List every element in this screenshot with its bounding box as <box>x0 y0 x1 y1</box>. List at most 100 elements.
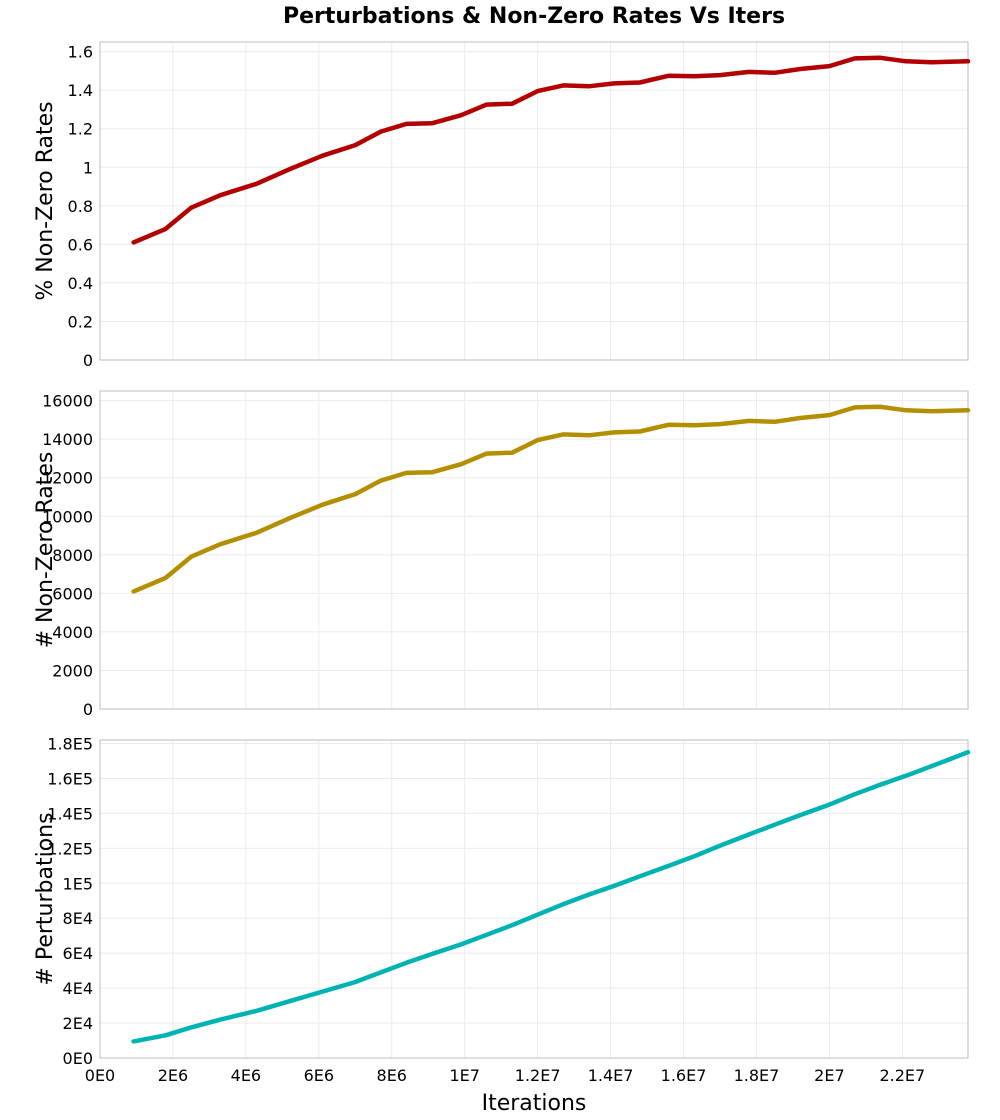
data-point-perturbations <box>638 874 642 878</box>
data-point-pct-nonzero <box>904 59 908 63</box>
data-point-pct-nonzero <box>255 181 259 185</box>
y-tick-label: 1.4E5 <box>47 804 93 823</box>
x-tick-label: 1.2E7 <box>515 1066 561 1085</box>
panel-pct-nonzero: 0 0.2 0.4 0.6 0.8 1 1.2 1.4 1.6 % Non-Zero Rates <box>33 41 971 370</box>
data-point-count-nonzero <box>638 429 642 433</box>
data-point-perturbations <box>163 1033 167 1037</box>
y-axis-label-pct-nonzero: % Non-Zero Rates <box>33 101 58 300</box>
data-point-perturbations <box>131 1039 135 1043</box>
y-tick-label: 1.8E5 <box>47 734 93 753</box>
series-line-pct-nonzero <box>131 55 971 245</box>
data-point-count-nonzero <box>904 408 908 412</box>
y-tick-label: 1.2E5 <box>47 839 93 858</box>
data-point-count-nonzero <box>692 423 696 427</box>
chart-title: Perturbations & Non-Zero Rates Vs Iters <box>283 4 785 29</box>
data-point-pct-nonzero <box>692 74 696 78</box>
x-tick-label: 4E6 <box>231 1066 261 1085</box>
data-point-count-nonzero <box>853 405 857 409</box>
data-point-perturbations <box>692 854 696 858</box>
data-point-perturbations <box>612 884 616 888</box>
y-tick-label: 6000 <box>52 584 93 603</box>
data-point-perturbations <box>320 989 324 993</box>
y-tick-label: 1E5 <box>63 874 93 893</box>
y-tick-label: 2000 <box>52 661 93 680</box>
data-point-count-nonzero <box>255 530 259 534</box>
y-tick-label: 1 <box>83 158 93 177</box>
y-tick-label: 0 <box>83 351 93 370</box>
data-point-perturbations <box>379 970 383 974</box>
data-point-pct-nonzero <box>638 80 642 84</box>
data-point-count-nonzero <box>773 420 777 424</box>
x-tick-label: 2E6 <box>158 1066 188 1085</box>
data-point-count-nonzero <box>287 516 291 520</box>
data-point-pct-nonzero <box>798 67 802 71</box>
data-point-count-nonzero <box>718 422 722 426</box>
data-point-perturbations <box>510 923 514 927</box>
y-tick-label: 0.6 <box>68 235 93 254</box>
data-point-perturbations <box>587 892 591 896</box>
data-point-perturbations <box>404 961 408 965</box>
panel-count-nonzero: 0 2000 4000 6000 8000 10000 12000 14000 16000 # N… <box>33 390 971 719</box>
data-point-count-nonzero <box>929 409 933 413</box>
y-tick-label: 1.4 <box>68 81 93 100</box>
data-point-perturbations <box>853 792 857 796</box>
x-tick-label: 6E6 <box>304 1066 334 1085</box>
y-tick-label: 0 <box>83 700 93 719</box>
x-tick-label: 1.6E7 <box>661 1066 707 1085</box>
data-point-count-nonzero <box>878 405 882 409</box>
data-point-pct-nonzero <box>404 122 408 126</box>
data-point-perturbations <box>878 782 882 786</box>
data-point-pct-nonzero <box>459 113 463 117</box>
plot-frame <box>99 41 969 361</box>
data-point-perturbations <box>218 1017 222 1021</box>
data-point-perturbations <box>718 844 722 848</box>
data-point-perturbations <box>827 802 831 806</box>
y-tick-label: 0.8 <box>68 197 93 216</box>
data-point-perturbations <box>459 942 463 946</box>
data-point-count-nonzero <box>131 589 135 593</box>
data-point-perturbations <box>798 813 802 817</box>
data-point-pct-nonzero <box>510 101 514 105</box>
data-point-perturbations <box>430 952 434 956</box>
y-tick-label: 10000 <box>42 507 93 526</box>
x-tick-label: 1.8E7 <box>734 1066 780 1085</box>
data-point-pct-nonzero <box>773 71 777 75</box>
y-tick-label: 2E4 <box>63 1014 93 1033</box>
data-point-pct-nonzero <box>878 56 882 60</box>
y-tick-label: 16000 <box>42 392 93 411</box>
data-point-perturbations <box>353 980 357 984</box>
data-point-perturbations <box>904 774 908 778</box>
data-point-count-nonzero <box>612 430 616 434</box>
x-tick-label: 2.2E7 <box>879 1066 925 1085</box>
data-point-count-nonzero <box>561 432 565 436</box>
data-point-pct-nonzero <box>966 59 970 63</box>
x-axis-label: Iterations <box>482 1091 587 1116</box>
data-point-perturbations <box>929 764 933 768</box>
y-tick-label: 0.4 <box>68 274 93 293</box>
data-point-count-nonzero <box>587 433 591 437</box>
data-point-perturbations <box>287 999 291 1003</box>
data-point-count-nonzero <box>966 408 970 412</box>
data-point-perturbations <box>966 750 970 754</box>
data-point-pct-nonzero <box>612 81 616 85</box>
data-point-pct-nonzero <box>561 83 565 87</box>
y-tick-label: 4000 <box>52 623 93 642</box>
x-tick-label: 0E0 <box>85 1066 115 1085</box>
series-line-count-nonzero <box>131 404 971 594</box>
data-point-pct-nonzero <box>189 206 193 210</box>
data-point-pct-nonzero <box>827 64 831 68</box>
data-point-pct-nonzero <box>218 193 222 197</box>
y-tick-label: 1.6E5 <box>47 769 93 788</box>
data-point-pct-nonzero <box>287 167 291 171</box>
data-point-count-nonzero <box>430 470 434 474</box>
y-tick-label: 0.2 <box>68 312 93 331</box>
data-point-perturbations <box>667 864 671 868</box>
data-point-perturbations <box>189 1025 193 1029</box>
data-point-perturbations <box>484 933 488 937</box>
data-point-count-nonzero <box>320 503 324 507</box>
data-point-pct-nonzero <box>718 73 722 77</box>
data-point-pct-nonzero <box>747 70 751 74</box>
data-point-perturbations <box>561 902 565 906</box>
y-tick-label: 1.2 <box>68 120 93 139</box>
